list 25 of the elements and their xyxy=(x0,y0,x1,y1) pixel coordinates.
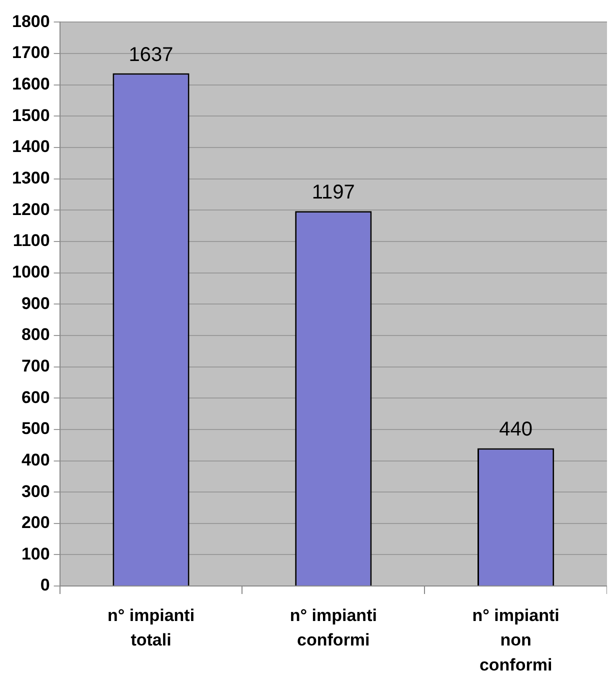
data-label: 440 xyxy=(499,418,532,441)
y-tick-label: 1600 xyxy=(12,74,50,94)
y-tick-label: 900 xyxy=(21,294,50,313)
x-tick-label: n° impianti totali xyxy=(107,606,195,650)
y-tick-label: 800 xyxy=(21,325,50,344)
data-label: 1637 xyxy=(128,44,174,66)
y-tick-label: 0 xyxy=(40,576,50,595)
y-tick-label: 700 xyxy=(21,356,50,376)
y-tick-label: 1800 xyxy=(12,12,50,31)
y-tick-label: 200 xyxy=(21,513,50,532)
y-tick-label: 1700 xyxy=(12,43,50,62)
y-tick-label: 1300 xyxy=(12,168,50,188)
y-tick-label: 1000 xyxy=(12,262,50,282)
y-tick-label: 400 xyxy=(21,450,50,470)
data-label: 1197 xyxy=(312,182,355,204)
y-tick-label: 100 xyxy=(21,544,50,564)
x-tick-label: n° impianti conformi xyxy=(290,606,377,650)
y-tick-label: 1200 xyxy=(12,200,50,219)
y-tick-label: 1500 xyxy=(12,106,50,125)
y-tick-label: 1100 xyxy=(12,231,50,250)
x-tick-label: n° impianti non conformi xyxy=(472,606,560,674)
y-tick-label: 1400 xyxy=(12,137,50,156)
y-tick-label: 500 xyxy=(21,419,50,438)
y-tick-label: 600 xyxy=(21,388,50,407)
y-tick-label: 300 xyxy=(21,482,50,501)
